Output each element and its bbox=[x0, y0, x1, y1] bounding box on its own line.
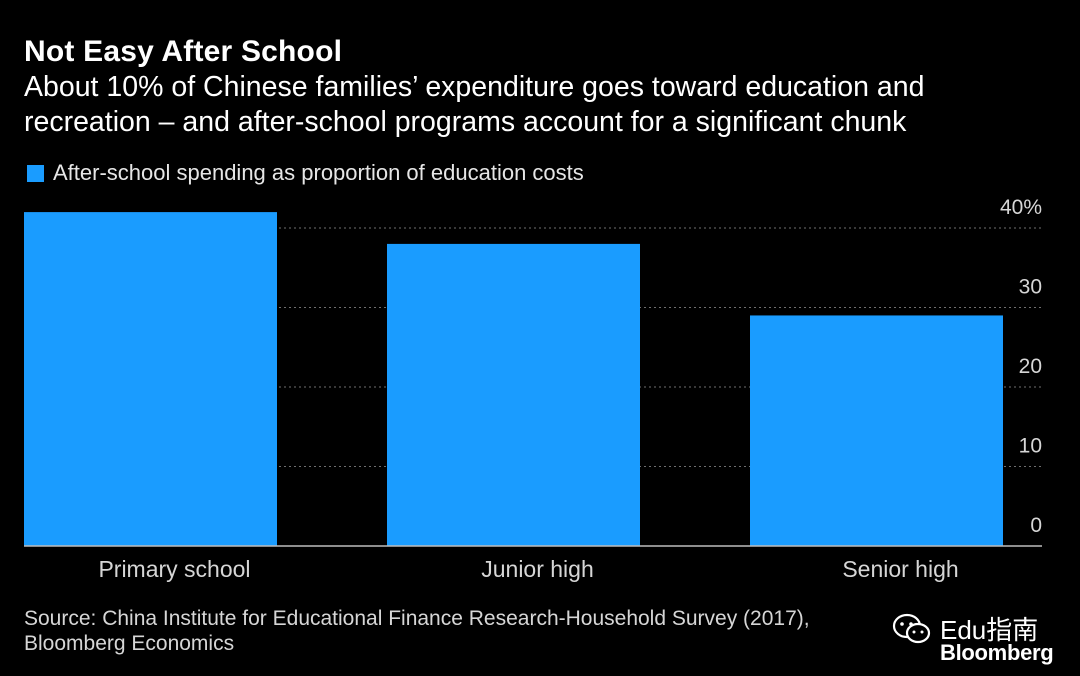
bar-senior-high bbox=[750, 315, 1003, 546]
bar-primary-school bbox=[24, 212, 277, 546]
legend-label: After-school spending as proportion of e… bbox=[53, 160, 584, 185]
chart-subtitle: About 10% of Chinese families’ expenditu… bbox=[24, 71, 925, 138]
x-tick-label: Primary school bbox=[98, 556, 250, 582]
chart-legend: After-school spending as proportion of e… bbox=[27, 160, 584, 186]
bar-junior-high bbox=[387, 243, 640, 546]
wechat-watermark: Edu指南 bbox=[892, 610, 1038, 647]
watermark-text: Edu指南 bbox=[940, 615, 1039, 645]
y-tick-label: 30 bbox=[1019, 276, 1042, 299]
y-tick-label: 20 bbox=[1019, 355, 1042, 378]
y-tick-label: 10 bbox=[1019, 435, 1042, 458]
wechat-icon bbox=[892, 613, 931, 643]
x-tick-label: Senior high bbox=[842, 556, 958, 582]
source-note: Source: China Institute for Educational … bbox=[24, 607, 810, 655]
y-tick-label: 40% bbox=[1000, 196, 1042, 219]
x-tick-label: Junior high bbox=[481, 556, 594, 582]
chart-title: Not Easy After School bbox=[24, 35, 343, 68]
bloomberg-logo: Bloomberg bbox=[940, 640, 1054, 665]
legend-swatch bbox=[27, 164, 44, 182]
y-tick-label: 0 bbox=[1030, 514, 1042, 537]
